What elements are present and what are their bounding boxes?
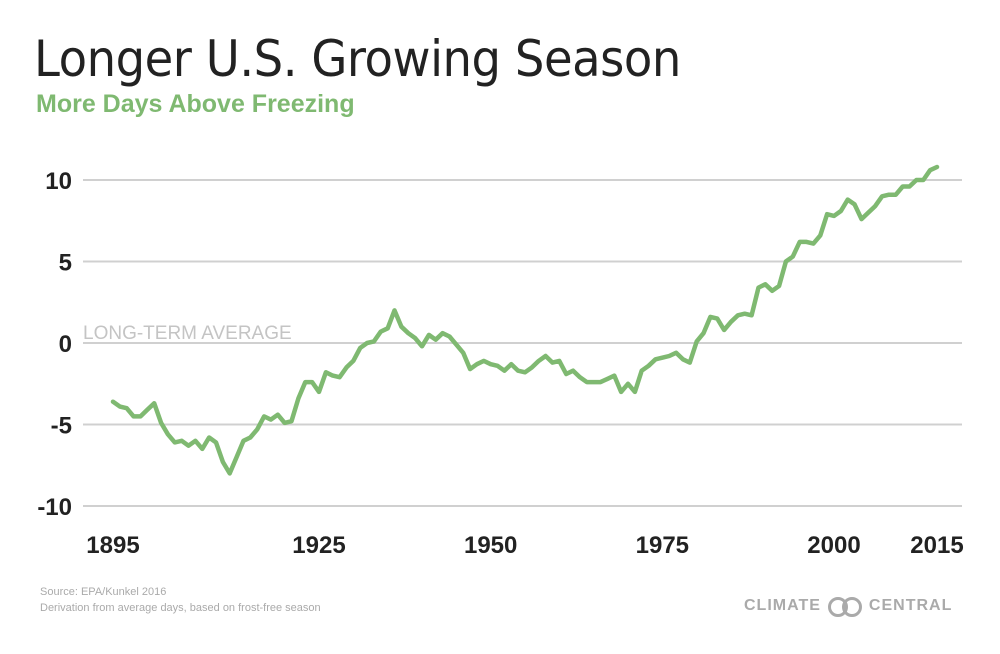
source-text: Source: EPA/Kunkel 2016 [40, 586, 167, 598]
logo-right-text: CENTRAL [868, 597, 953, 614]
y-tick-label: 5 [59, 250, 72, 277]
y-tick-label: -10 [37, 494, 72, 521]
chart-subtitle: More Days Above Freezing [36, 90, 355, 118]
y-tick-label: 10 [45, 168, 72, 195]
x-tick-label: 1895 [86, 532, 139, 559]
logo-left-text: CLIMATE [744, 597, 821, 614]
x-tick-label: 2015 [910, 532, 963, 559]
long-term-average-label: LONG-TERM AVERAGE [83, 323, 292, 344]
x-tick-label: 1950 [464, 532, 517, 559]
climate-central-logo: CLIMATE CENTRAL [744, 596, 953, 617]
chart-title: Longer U.S. Growing Season [34, 30, 681, 88]
note-text: Derivation from average days, based on f… [40, 602, 321, 614]
series-line [110, 164, 940, 476]
y-tick-label: -5 [51, 413, 72, 440]
y-tick-label: 0 [59, 331, 72, 358]
x-tick-label: 1975 [636, 532, 689, 559]
x-tick-label: 2000 [807, 532, 860, 559]
rings-icon [827, 596, 863, 617]
x-tick-label: 1925 [292, 532, 345, 559]
